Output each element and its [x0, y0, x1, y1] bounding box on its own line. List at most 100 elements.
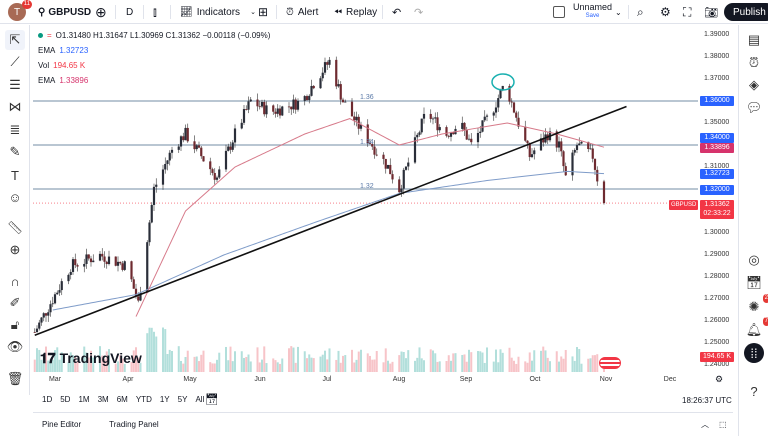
- range-button-1m[interactable]: 1M: [78, 395, 90, 404]
- candle-body: [312, 85, 315, 89]
- range-button-3m[interactable]: 3M: [97, 395, 109, 404]
- ideas-button[interactable]: ✺ 2: [744, 294, 768, 317]
- screenshot-button[interactable]: 📷︎: [704, 0, 718, 24]
- symbol-tag: GBPUSD: [669, 200, 699, 210]
- volume-bar: [200, 354, 203, 372]
- hide-tool[interactable]: 👁︎: [5, 337, 25, 357]
- month-label: Apr: [122, 376, 134, 383]
- candle-body: [382, 154, 385, 159]
- range-button-1y[interactable]: 1Y: [159, 395, 170, 404]
- volume-bar: [591, 355, 594, 372]
- settings-button[interactable]: ⚙︎: [660, 0, 671, 24]
- redo-button[interactable]: ↷: [414, 0, 423, 24]
- range-button-6m[interactable]: 6M: [116, 395, 128, 404]
- price-chart[interactable]: [33, 25, 698, 373]
- checkbox-icon[interactable]: [553, 6, 565, 18]
- watchlist-button[interactable]: ▤: [744, 30, 764, 50]
- lock-all-tool[interactable]: 🔓︎: [5, 315, 25, 335]
- gear-icon: ⚙︎: [715, 374, 724, 384]
- indicators-button[interactable]: 📈︎ Indicators ⌄: [180, 0, 256, 24]
- lock-drawing-tool[interactable]: ✐: [5, 293, 25, 313]
- volume-bar: [72, 355, 74, 372]
- calendar-button[interactable]: 📅︎: [744, 273, 764, 293]
- chats-button[interactable]: 💬︎: [744, 98, 764, 118]
- fullscreen-icon: ⛶: [683, 4, 692, 19]
- symbol-search-button[interactable]: ⚲ GBPUSD: [38, 0, 91, 24]
- layout-dropdown[interactable]: ⌄: [615, 0, 622, 24]
- magnet-tool[interactable]: ∩: [5, 271, 25, 291]
- volume-bar: [389, 363, 392, 372]
- axis-settings-button[interactable]: ⚙︎: [715, 374, 723, 385]
- help-button[interactable]: ?: [744, 381, 764, 401]
- range-button-1d[interactable]: 1D: [42, 395, 53, 404]
- forecast-tool[interactable]: ≣: [5, 120, 25, 140]
- volume-bar: [517, 356, 520, 372]
- goto-date-button[interactable]: 📅︎: [205, 393, 219, 406]
- volume-bar: [335, 359, 338, 372]
- volume-bar: [434, 353, 437, 372]
- month-label: Aug: [392, 376, 406, 383]
- tab-pine-editor[interactable]: Pine Editor: [42, 420, 82, 429]
- apps-button[interactable]: ⁞⁞: [744, 343, 764, 363]
- fib-tool[interactable]: ☰: [5, 75, 25, 95]
- candle-body: [515, 112, 518, 118]
- avatar[interactable]: T 11: [8, 0, 32, 21]
- chevron-up-icon[interactable]: ︿: [701, 420, 709, 429]
- emoji-tool[interactable]: ☺: [5, 187, 25, 207]
- range-button-5d[interactable]: 5D: [60, 395, 71, 404]
- ema-legend-row[interactable]: EMA 1.32723: [38, 43, 270, 58]
- quick-search-button[interactable]: ⌕: [637, 0, 644, 24]
- zoom-tool[interactable]: ⊕: [5, 240, 25, 260]
- range-button-ytd[interactable]: YTD: [135, 395, 152, 404]
- candle-body: [539, 138, 543, 151]
- candle-body: [573, 149, 576, 153]
- price-tick: 1.27000: [704, 295, 730, 302]
- publish-button[interactable]: Publish: [724, 3, 768, 21]
- chart-type-button[interactable]: ⫾: [153, 0, 157, 24]
- notification-badge: 11: [21, 0, 32, 9]
- candle-body: [350, 101, 354, 117]
- candle-body: [431, 118, 435, 120]
- level-label: 1.34: [360, 139, 374, 146]
- volume-bar: [420, 358, 423, 372]
- utc-clock[interactable]: 18:26:37 UTC: [682, 396, 732, 405]
- replay-button[interactable]: ⏪︎ Replay: [334, 0, 377, 24]
- hotlist-button[interactable]: ◎: [744, 250, 764, 270]
- notifications-button[interactable]: 🔔︎ 7: [744, 317, 768, 340]
- tab-trading-panel[interactable]: Trading Panel: [109, 420, 159, 429]
- alerts-button[interactable]: ⏰︎: [744, 53, 764, 73]
- flag-icon[interactable]: [599, 357, 621, 369]
- layouts-button[interactable]: ⊞: [258, 0, 268, 24]
- trendline-tool[interactable]: ⟋: [5, 52, 25, 72]
- calendar-goto-icon: 📅︎: [205, 394, 219, 406]
- alert-button[interactable]: ⏰︎ Alert: [286, 0, 318, 24]
- candle-body: [211, 169, 214, 173]
- compare-symbol-button[interactable]: ⊕: [95, 0, 107, 24]
- volume-bar: [216, 359, 218, 372]
- gear-icon: ⚙︎: [660, 5, 671, 19]
- undo-button[interactable]: ↶: [392, 0, 401, 24]
- delete-tool[interactable]: 🗑︎: [5, 369, 25, 389]
- layout-name-button[interactable]: Unnamed Save: [573, 0, 612, 24]
- save-label: Save: [585, 13, 600, 19]
- volume-legend-row[interactable]: Vol 194.65 K: [38, 58, 270, 73]
- range-button-all[interactable]: All: [195, 395, 205, 404]
- candle-body: [528, 143, 531, 158]
- ema-legend-row[interactable]: EMA 1.33896: [38, 73, 270, 88]
- volume-bar: [454, 353, 457, 372]
- interval-button[interactable]: D: [126, 6, 134, 18]
- maximize-panel-icon[interactable]: ⬚: [719, 420, 727, 429]
- fullscreen-button[interactable]: ⛶: [683, 0, 691, 24]
- candle-body: [452, 132, 455, 135]
- object-tree-button[interactable]: ◈: [744, 75, 764, 95]
- volume-bar: [450, 360, 452, 372]
- brush-tool[interactable]: ✎: [5, 142, 25, 162]
- volume-bar: [463, 354, 466, 372]
- measure-tool[interactable]: 📏︎: [5, 218, 25, 238]
- text-tool[interactable]: T: [5, 165, 25, 185]
- pattern-tool[interactable]: ⋈: [5, 97, 25, 117]
- range-button-5y[interactable]: 5Y: [177, 395, 188, 404]
- cursor-tool[interactable]: ⇱: [5, 30, 25, 50]
- candle-body: [389, 164, 392, 175]
- price-label: 1.33896: [700, 143, 734, 153]
